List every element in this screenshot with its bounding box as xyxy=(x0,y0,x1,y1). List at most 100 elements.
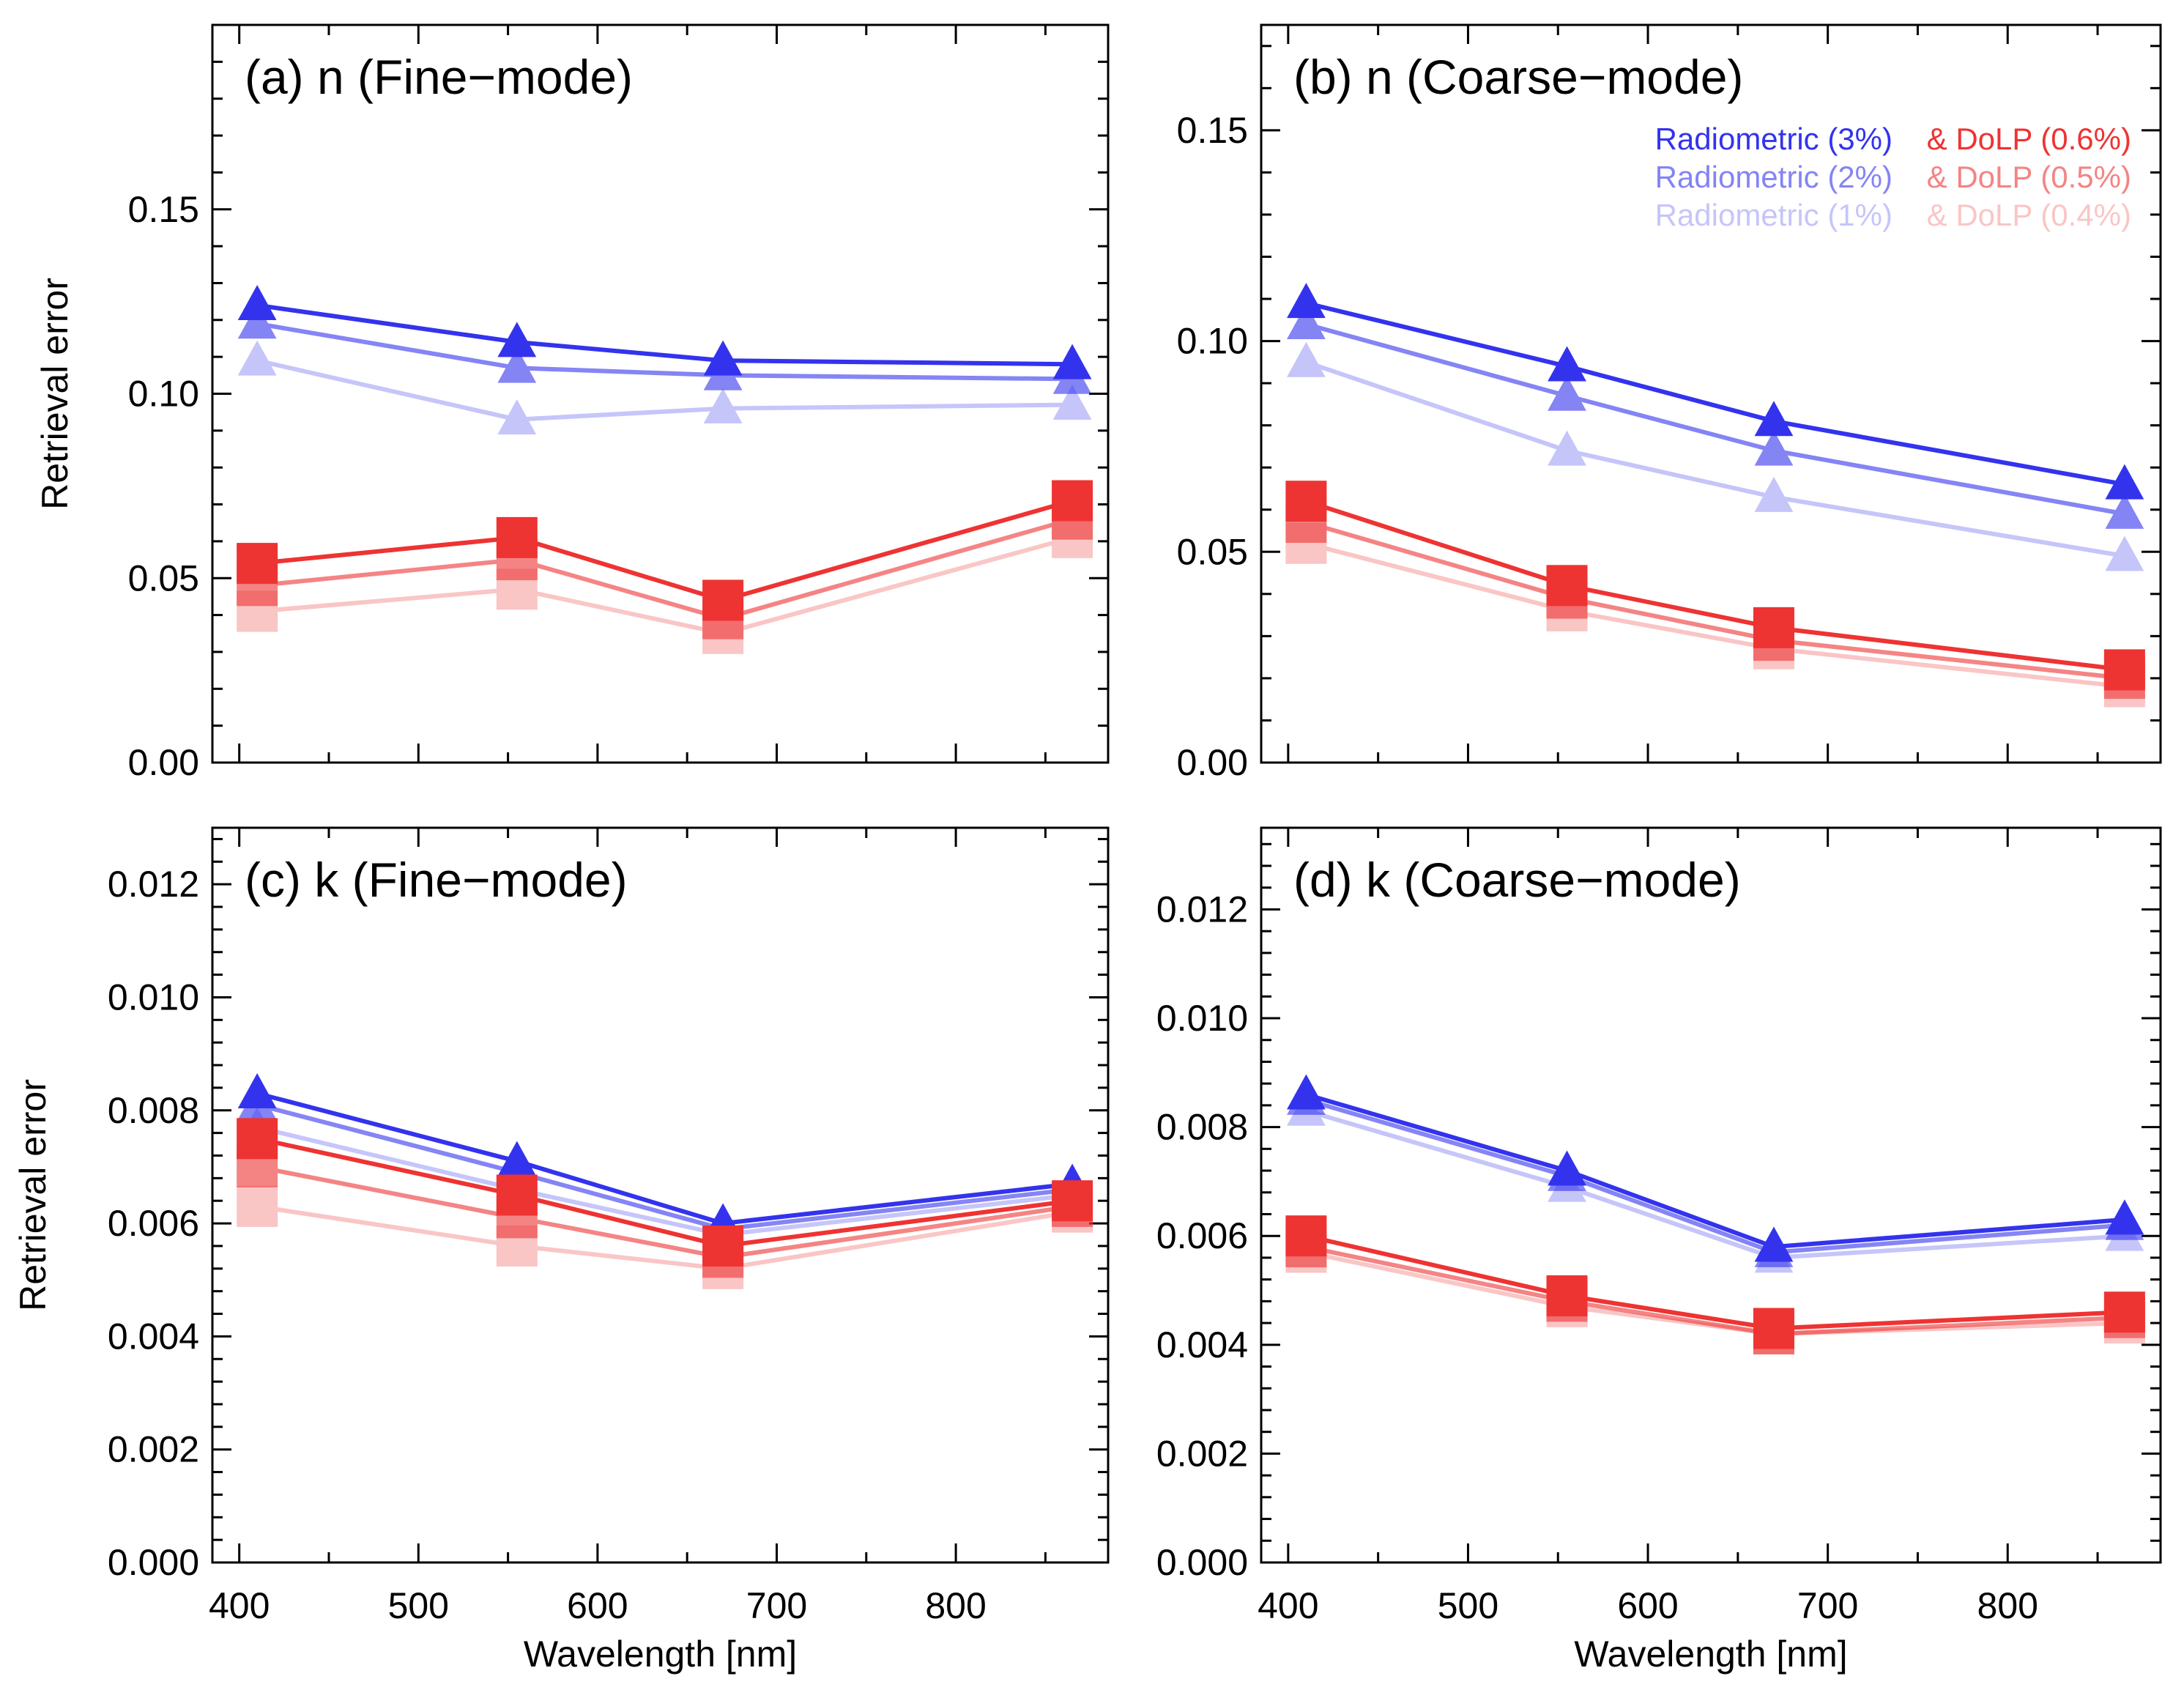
panel-title: (d) k (Coarse−mode) xyxy=(1293,853,1741,907)
triangle-marker xyxy=(1287,283,1326,319)
triangle-marker xyxy=(1754,430,1794,466)
legend-entry: & DoLP (0.5%) xyxy=(1927,160,2131,194)
triangle-marker xyxy=(1754,476,1794,512)
series-dolp-0-4 xyxy=(1285,1231,2145,1354)
series-line xyxy=(1305,300,2125,487)
square-marker xyxy=(237,543,278,585)
panel-title: (b) n (Coarse−mode) xyxy=(1293,50,1743,104)
series-dolp-0-4 xyxy=(237,516,1093,654)
series-line xyxy=(1305,541,2125,689)
legend-entry: Radiometric (2%) xyxy=(1655,160,1893,194)
triangle-marker xyxy=(1548,346,1586,382)
series-line xyxy=(1305,322,2125,516)
y-tick-label: 0.008 xyxy=(1156,1107,1248,1148)
series-line xyxy=(256,1164,1073,1260)
panel-b: 0.00 0.05 0.10 0.15 (b) n (Coarse−mode) Radio… xyxy=(1177,23,2162,783)
legend-entry: Radiometric (3%) xyxy=(1655,122,1893,156)
series-dolp-0-6 xyxy=(237,1118,1093,1267)
panel-d: 400 500 600 700 800 0.000 0.002 0.004 0.006 0.008… xyxy=(1156,826,2162,1675)
series-line xyxy=(1305,1234,2125,1331)
y-tick-label: 0.010 xyxy=(1156,998,1248,1039)
legend-entry: & DoLP (0.6%) xyxy=(1927,122,2131,156)
square-marker xyxy=(1546,1275,1588,1316)
x-tick-label: 500 xyxy=(388,1585,449,1626)
series-radiometric-3 xyxy=(1287,1074,2144,1262)
panel-c: 400 500 600 700 800 0.000 0.002 0.004 0.006 0.008… xyxy=(12,826,1110,1675)
square-marker xyxy=(1285,1215,1327,1257)
series-line xyxy=(256,498,1073,603)
y-tick-label: 0.006 xyxy=(108,1203,199,1244)
series-radiometric-1 xyxy=(1287,1090,2144,1273)
series-line xyxy=(1305,1250,2125,1337)
square-marker xyxy=(237,1118,278,1160)
series-line xyxy=(256,535,1073,636)
panel-a: 0.00 0.05 0.10 0.15 (a) n (Fine−mode) Retriev… xyxy=(34,23,1110,783)
series-radiometric-2 xyxy=(237,303,1092,394)
series-line xyxy=(256,1204,1073,1271)
y-tick-label: 0.15 xyxy=(1177,110,1248,151)
series-line xyxy=(1305,1108,2125,1260)
series-line xyxy=(1305,1245,2125,1337)
series-line xyxy=(256,1124,1073,1237)
series-line xyxy=(256,516,1073,621)
x-tick-label: 400 xyxy=(1258,1585,1318,1626)
y-tick-label: 0.012 xyxy=(1156,889,1248,930)
square-marker xyxy=(496,1174,538,1216)
y-tick-label: 0.00 xyxy=(1177,742,1248,783)
series-dolp-0-5 xyxy=(1285,1226,2145,1354)
series-dolp-0-5 xyxy=(1285,502,2145,699)
y-tick-label: 0.002 xyxy=(1156,1433,1248,1474)
series-line xyxy=(1305,1092,2125,1250)
triangle-marker xyxy=(703,340,743,376)
square-marker xyxy=(1285,481,1327,522)
triangle-marker xyxy=(1052,344,1092,379)
triangle-marker xyxy=(2105,493,2144,529)
x-tick-label: 800 xyxy=(1977,1585,2038,1626)
panel-title: (a) n (Fine−mode) xyxy=(245,50,633,104)
y-axis-title: Retrieval error xyxy=(12,1079,53,1311)
x-tick-label: 700 xyxy=(1797,1585,1858,1626)
x-tick-label: 500 xyxy=(1438,1585,1498,1626)
triangle-marker xyxy=(1548,375,1586,411)
y-tick-label: 0.10 xyxy=(1177,321,1248,362)
triangle-marker xyxy=(1548,1150,1586,1186)
series-dolp-0-6 xyxy=(1285,481,2145,691)
square-marker xyxy=(2103,1291,2145,1333)
square-marker xyxy=(496,516,538,558)
triangle-marker xyxy=(497,322,537,357)
y-tick-label: 0.012 xyxy=(108,864,199,905)
triangle-marker xyxy=(237,285,277,321)
panel-title: (c) k (Fine−mode) xyxy=(245,853,628,907)
legend-entry: & DoLP (0.4%) xyxy=(1927,198,2131,232)
x-tick-label: 700 xyxy=(746,1585,807,1626)
x-axis-title: Wavelength [nm] xyxy=(1574,1634,1847,1675)
square-marker xyxy=(2103,649,2145,691)
y-tick-label: 0.010 xyxy=(108,976,199,1017)
triangle-marker xyxy=(497,347,537,383)
triangle-marker xyxy=(1754,1226,1794,1262)
series-line xyxy=(256,1102,1073,1231)
triangle-marker xyxy=(237,1073,277,1109)
triangle-marker xyxy=(1754,401,1794,437)
x-tick-label: 800 xyxy=(925,1585,986,1626)
series-radiometric-1 xyxy=(237,340,1092,435)
square-marker xyxy=(1052,1180,1093,1222)
series-radiometric-3 xyxy=(1287,283,2144,500)
series-line xyxy=(1305,499,2125,672)
series-line xyxy=(1305,360,2125,558)
square-marker xyxy=(237,1185,278,1227)
y-tick-label: 0.05 xyxy=(128,557,199,598)
series-radiometric-1 xyxy=(1287,341,2144,571)
series-dolp-0-6 xyxy=(237,480,1093,621)
triangle-marker xyxy=(497,399,537,435)
y-tick-label: 0.05 xyxy=(1177,531,1248,572)
y-tick-label: 0.004 xyxy=(1156,1324,1248,1365)
y-tick-label: 0.00 xyxy=(128,742,199,783)
series-line xyxy=(1305,1097,2125,1255)
y-tick-label: 0.008 xyxy=(108,1090,199,1131)
triangle-marker xyxy=(2105,535,2144,571)
plot-frame xyxy=(1260,826,2162,1564)
series-line xyxy=(256,321,1073,382)
series-radiometric-3 xyxy=(237,285,1092,379)
